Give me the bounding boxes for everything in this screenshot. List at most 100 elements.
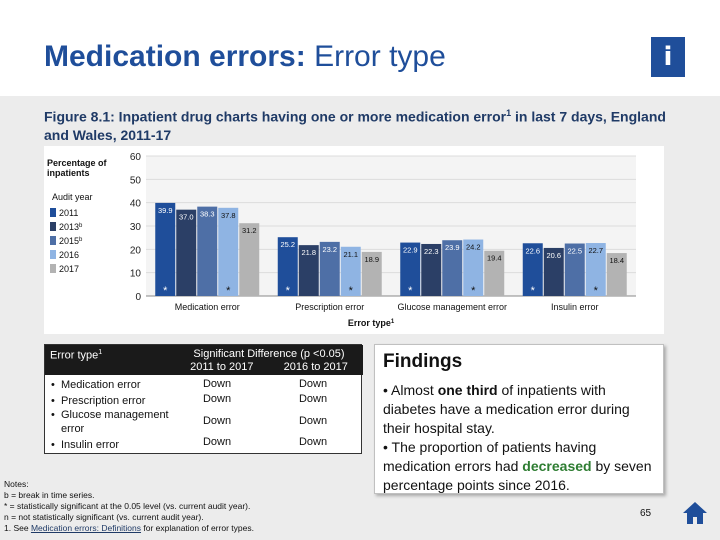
y-axis-label: Percentage of inpatients xyxy=(47,158,108,178)
legend-label: 2013b xyxy=(59,222,83,232)
data-label: 25.2 xyxy=(280,240,295,249)
page-title: Medication errors: Error type xyxy=(44,40,446,73)
data-label: 38.3 xyxy=(200,210,215,219)
y-tick-label: 60 xyxy=(130,152,142,163)
bar xyxy=(319,241,340,296)
data-label: 39.9 xyxy=(158,206,173,215)
legend-swatch xyxy=(50,250,56,259)
bar xyxy=(218,207,239,296)
data-label: 19.4 xyxy=(487,254,502,263)
legend-label: 2016 xyxy=(59,250,79,260)
definitions-link[interactable]: Medication errors: Definitions xyxy=(30,523,142,533)
table-col1-header: 2011 to 2017 xyxy=(190,361,254,373)
legend-label: 2011 xyxy=(59,208,78,218)
data-label: 23.2 xyxy=(322,245,337,254)
page-number: 65 xyxy=(640,508,652,519)
bar xyxy=(564,243,585,296)
bar xyxy=(400,242,421,296)
legend-label: 2017 xyxy=(59,264,79,274)
home-icon[interactable] xyxy=(682,500,708,526)
findings-panel: Findings • Almost one third of inpatient… xyxy=(374,344,664,494)
bar xyxy=(484,250,505,296)
data-label: 24.2 xyxy=(466,243,481,252)
data-label: 22.6 xyxy=(525,246,540,255)
significance-marker: * xyxy=(349,285,354,297)
table-cell: Down xyxy=(298,436,328,448)
data-label: 22.3 xyxy=(424,247,439,256)
table-cell: Down xyxy=(202,415,232,427)
finding-item: • Almost one third of inpatients with di… xyxy=(383,382,630,436)
notes: Notes: b = break in time series. * = sta… xyxy=(4,479,254,533)
slide-header: Medication errors: Error type i xyxy=(0,0,720,96)
table-row-label: Medication error xyxy=(51,378,175,394)
data-label: 18.9 xyxy=(364,255,379,264)
bar xyxy=(442,240,463,296)
table-row-label: Prescription error xyxy=(51,394,175,408)
legend-label: 2015b xyxy=(59,236,83,246)
legend-swatch xyxy=(50,222,56,231)
bar xyxy=(463,239,484,296)
table-cell: Down xyxy=(202,393,232,405)
bar xyxy=(277,237,298,296)
x-category-label: Glucose management error xyxy=(397,302,507,312)
significance-marker: * xyxy=(286,285,291,297)
bar xyxy=(176,209,197,296)
legend-swatch xyxy=(50,208,56,217)
bar xyxy=(239,223,260,296)
table-row-label: Insulin error xyxy=(51,438,175,452)
legend-swatch xyxy=(50,264,56,273)
table-cell: Down xyxy=(202,436,232,448)
table-header-significance: Significant Difference (p <0.05) 2011 to… xyxy=(175,345,363,375)
table-cell: Down xyxy=(202,378,232,390)
data-label: 22.7 xyxy=(588,246,603,255)
bar xyxy=(543,247,564,296)
bar xyxy=(155,202,176,296)
x-axis-label: Error type1 xyxy=(348,318,395,328)
data-label: 20.6 xyxy=(546,251,561,260)
legend-title: Audit year xyxy=(52,192,93,202)
significance-marker: * xyxy=(226,285,231,297)
data-label: 37.0 xyxy=(179,213,194,222)
significance-marker: * xyxy=(471,285,476,297)
bar xyxy=(197,206,218,296)
bar xyxy=(522,243,543,296)
data-label: 21.8 xyxy=(301,248,316,257)
figure-caption: Figure 8.1: Inpatient drug charts having… xyxy=(44,108,666,143)
bar xyxy=(606,253,627,296)
bar xyxy=(585,243,606,296)
data-label: 18.4 xyxy=(609,256,624,265)
y-tick-label: 50 xyxy=(130,175,142,186)
bar xyxy=(361,251,382,296)
table-header-error-type: Error type1 xyxy=(45,345,175,375)
bar xyxy=(421,243,442,296)
findings-title: Findings xyxy=(383,351,463,372)
data-label: 37.8 xyxy=(221,211,236,220)
y-tick-label: 10 xyxy=(130,269,142,280)
data-label: 22.5 xyxy=(567,247,582,256)
x-category-label: Insulin error xyxy=(551,302,599,312)
y-tick-label: 0 xyxy=(135,292,141,303)
bar-chart: 0 10 20 30 40 50 60 Percentage of inpatients Audi… xyxy=(44,146,664,334)
significance-marker: * xyxy=(163,285,168,297)
chart-svg: 0 10 20 30 40 50 60 Percentage of inpatients Audi… xyxy=(47,152,636,328)
table-cell: Down xyxy=(298,378,328,390)
significance-marker: * xyxy=(594,285,599,297)
y-tick-label: 40 xyxy=(130,199,142,210)
data-label: 22.9 xyxy=(403,246,418,255)
finding-item: • The proportion of patients having medi… xyxy=(383,439,652,493)
data-label: 31.2 xyxy=(242,226,257,235)
table-row-labels: Medication error Prescription error Gluc… xyxy=(51,378,175,452)
info-icon[interactable]: i xyxy=(651,37,685,77)
significance-marker: * xyxy=(531,285,536,297)
data-label: 23.9 xyxy=(445,243,460,252)
x-category-label: Medication error xyxy=(175,302,240,312)
y-tick-label: 30 xyxy=(130,222,142,233)
table-cell: Down xyxy=(298,393,328,405)
table-cell: Down xyxy=(298,415,328,427)
significance-table: Error type1 Significant Difference (p <0… xyxy=(44,344,363,454)
bar xyxy=(340,246,361,296)
x-category-label: Prescription error xyxy=(295,302,364,312)
legend-swatch xyxy=(50,236,56,245)
table-row-label: Glucose management error xyxy=(51,408,175,438)
table-col2-header: 2016 to 2017 xyxy=(283,361,348,373)
